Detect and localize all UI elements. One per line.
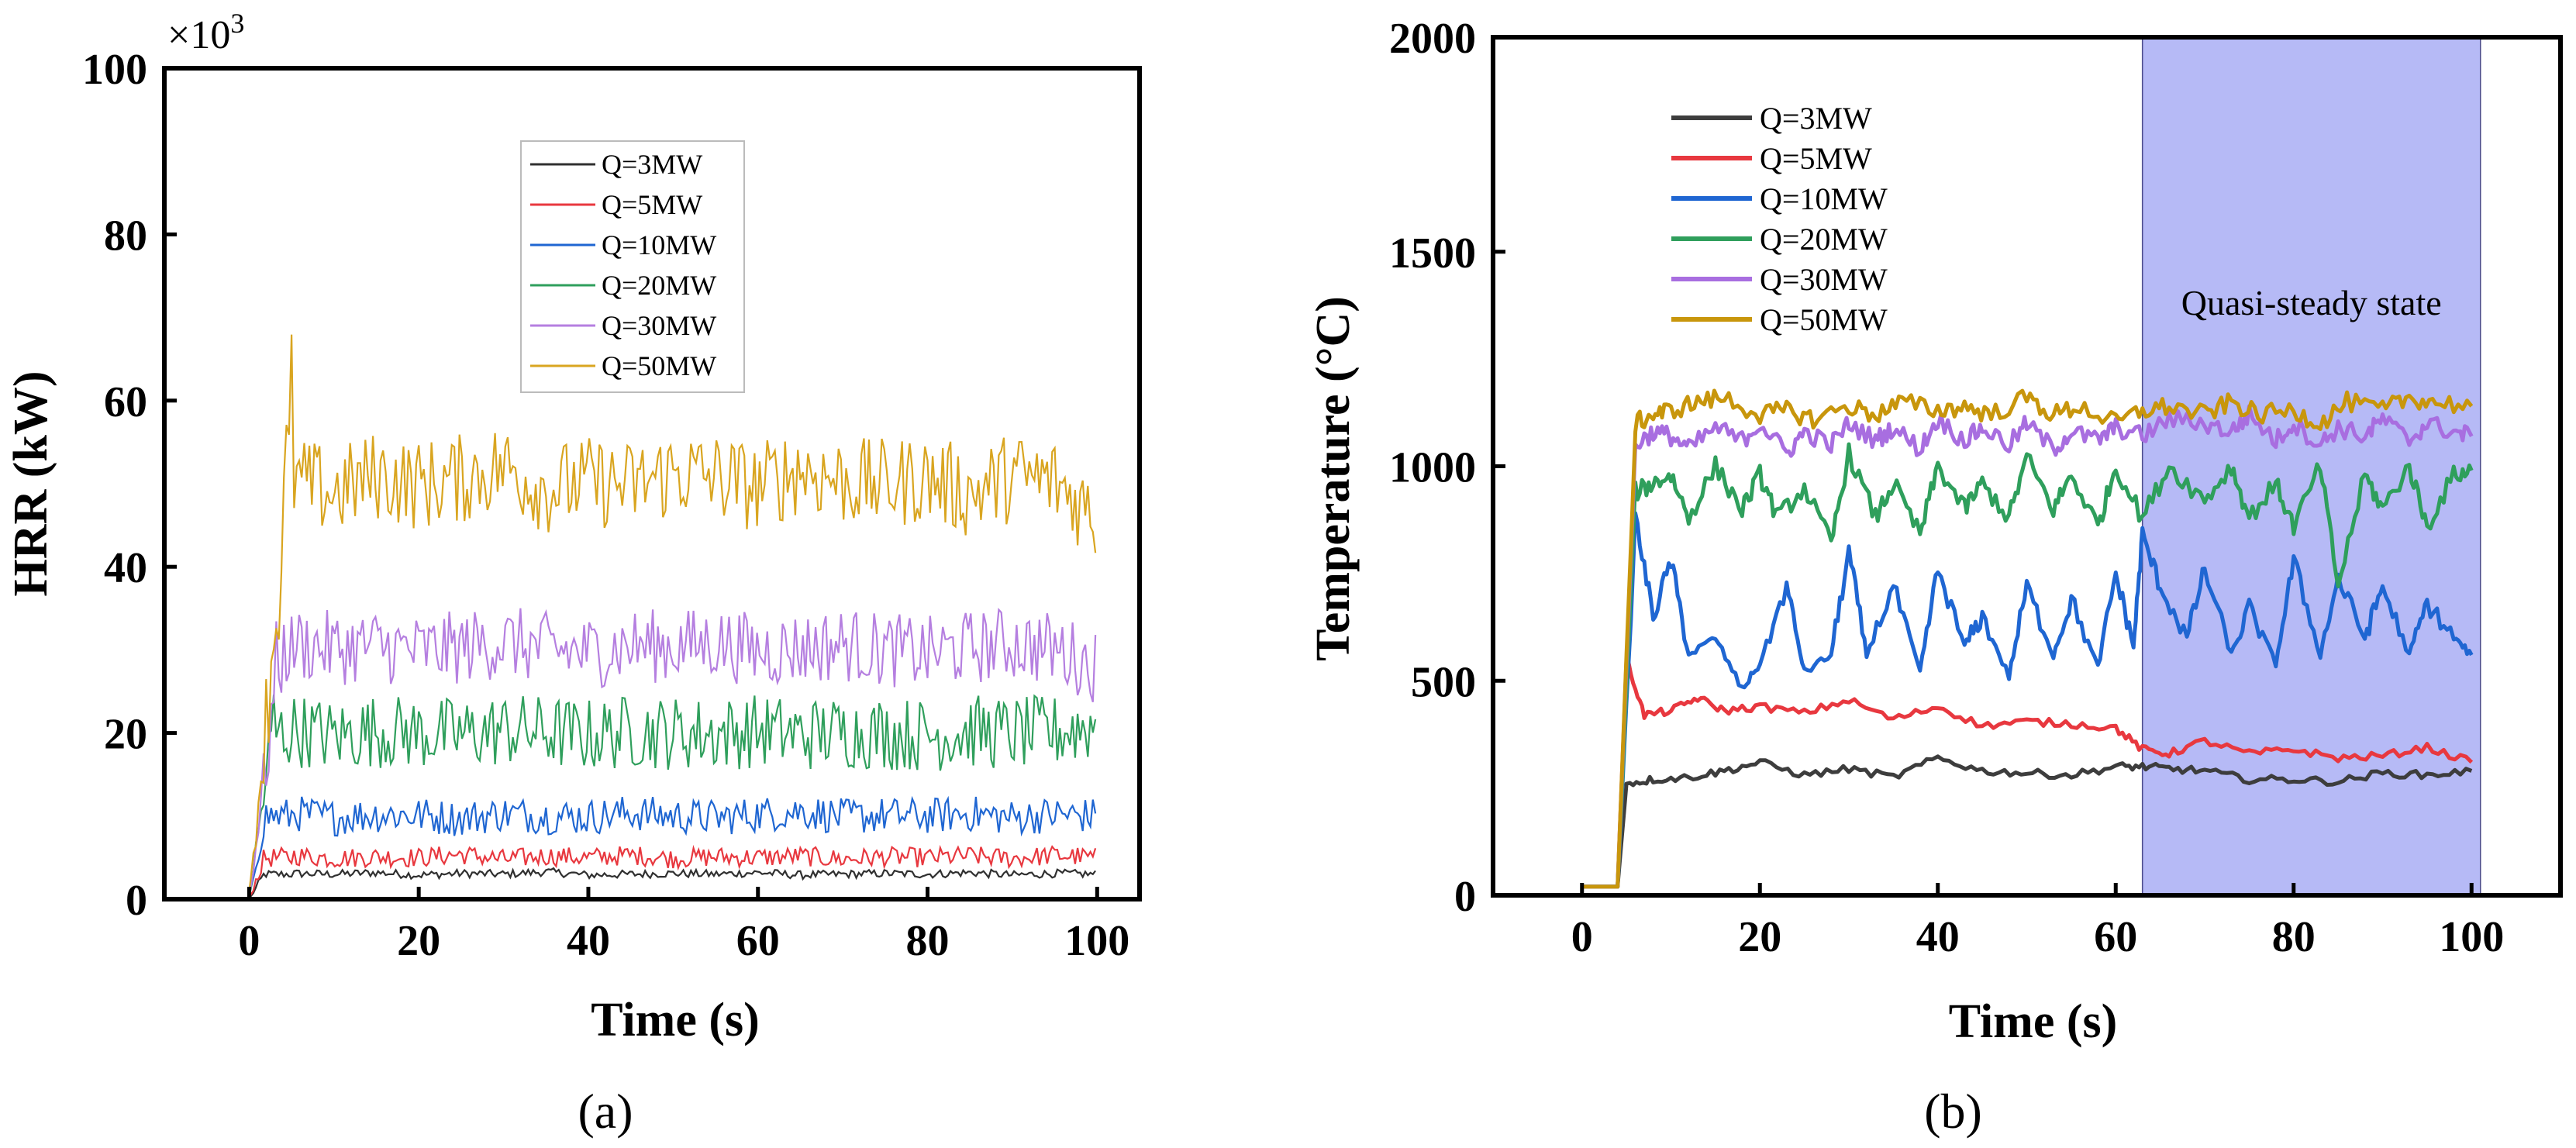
- panel-b-label: (b): [1924, 1084, 1982, 1139]
- hrr-series-line-Q=50MW: [240, 334, 1097, 901]
- temperature-x-ticks: 0 20 40 60 80 100: [1571, 883, 2504, 961]
- x-tick-label: 40: [567, 917, 610, 965]
- hrr-x-ticks: 0 20 40 60 80 100: [238, 887, 1129, 965]
- y-tick-label: 1500: [1389, 229, 1476, 278]
- hrr-series-line-Q=5MW: [240, 844, 1097, 901]
- legend-label: Q=5MW: [1760, 141, 1872, 176]
- legend-box: [520, 140, 745, 393]
- y-tick-label: 60: [104, 378, 147, 426]
- legend-label: Q=20MW: [1760, 222, 1888, 257]
- y-tick-label: 0: [1454, 873, 1476, 921]
- x-tick-label: 80: [2272, 913, 2316, 961]
- x-tick-label: 20: [1738, 913, 1781, 961]
- y-tick-label: 40: [104, 544, 147, 592]
- x-tick-label: 80: [906, 917, 950, 965]
- legend-label: Q=30MW: [602, 310, 716, 341]
- temperature-x-axis-label: Time (s): [1949, 995, 2118, 1048]
- temperature-y-ticks: 0 500 1000 1500 2000: [1389, 15, 1505, 921]
- legend-label: Q=50MW: [602, 350, 716, 381]
- y-tick-label: 1000: [1389, 444, 1476, 492]
- temperature-series-line-Q=20MW: [1581, 442, 2474, 889]
- x-tick-label: 100: [2439, 913, 2504, 961]
- temperature-series-line-Q=3MW: [1581, 754, 2473, 889]
- y-tick-label: 20: [104, 711, 147, 759]
- legend-label: Q=50MW: [1760, 302, 1888, 337]
- y-tick-label: 2000: [1389, 15, 1476, 63]
- hrr-series-line-Q=20MW: [240, 694, 1097, 901]
- hrr-series-line-Q=3MW: [240, 867, 1096, 901]
- hrr-series-line-Q=10MW: [240, 795, 1097, 901]
- x-tick-label: 0: [238, 917, 260, 965]
- x-tick-label: 60: [736, 917, 780, 965]
- temperature-y-axis-label: Temperature (°C): [1307, 296, 1360, 661]
- x-tick-label: 20: [397, 917, 440, 965]
- legend-label: Q=10MW: [1760, 181, 1888, 216]
- temperature-series-line-Q=50MW: [1581, 388, 2474, 889]
- hrr-series-group: [240, 334, 1097, 901]
- panel-a-label: (a): [578, 1084, 633, 1139]
- x-tick-label: 0: [1571, 913, 1593, 961]
- hrr-x-axis-label: Time (s): [591, 994, 760, 1046]
- temperature-series-line-Q=10MW: [1581, 511, 2474, 889]
- panel-b-temperature-chart: 0 20 40 60 80 100 0 500 1000 1500 2000 Quasi-stea…: [1307, 15, 2563, 1139]
- hrr-legend: Q=3MW Q=5MW Q=10MW Q=20MW Q=30MW Q=50MW: [520, 140, 745, 393]
- hrr-y-axis-label: HRR (kW): [5, 371, 57, 596]
- x-tick-label: 40: [1916, 913, 1960, 961]
- temperature-series-line-Q=30MW: [1581, 404, 2474, 889]
- x-tick-label: 60: [2094, 913, 2137, 961]
- legend-label: Q=20MW: [602, 270, 716, 301]
- x-tick-label: 100: [1064, 917, 1129, 965]
- hrr-plot-frame: [162, 66, 1142, 902]
- legend-label: Q=5MW: [602, 189, 702, 220]
- temperature-legend: Q=3MW Q=5MW Q=10MW Q=20MW Q=30MW Q=50MW: [1671, 101, 1888, 337]
- hrr-series-line-Q=30MW: [240, 608, 1097, 901]
- legend-label: Q=3MW: [602, 149, 702, 180]
- hrr-y-multiplier: ×103: [167, 8, 244, 57]
- hrr-y-ticks: 0 20 40 60 80 100: [82, 46, 177, 925]
- y-tick-label: 80: [104, 212, 147, 260]
- temperature-series-line-Q=5MW: [1581, 657, 2474, 889]
- y-tick-label: 100: [82, 46, 147, 94]
- y-tick-label: 500: [1411, 658, 1476, 706]
- legend-label: Q=30MW: [1760, 262, 1888, 297]
- temperature-series-group: [1581, 388, 2474, 889]
- legend-label: Q=3MW: [1760, 101, 1872, 136]
- y-tick-label: 0: [126, 877, 147, 925]
- legend-label: Q=10MW: [602, 229, 716, 260]
- quasi-steady-label: Quasi-steady state: [2181, 283, 2442, 322]
